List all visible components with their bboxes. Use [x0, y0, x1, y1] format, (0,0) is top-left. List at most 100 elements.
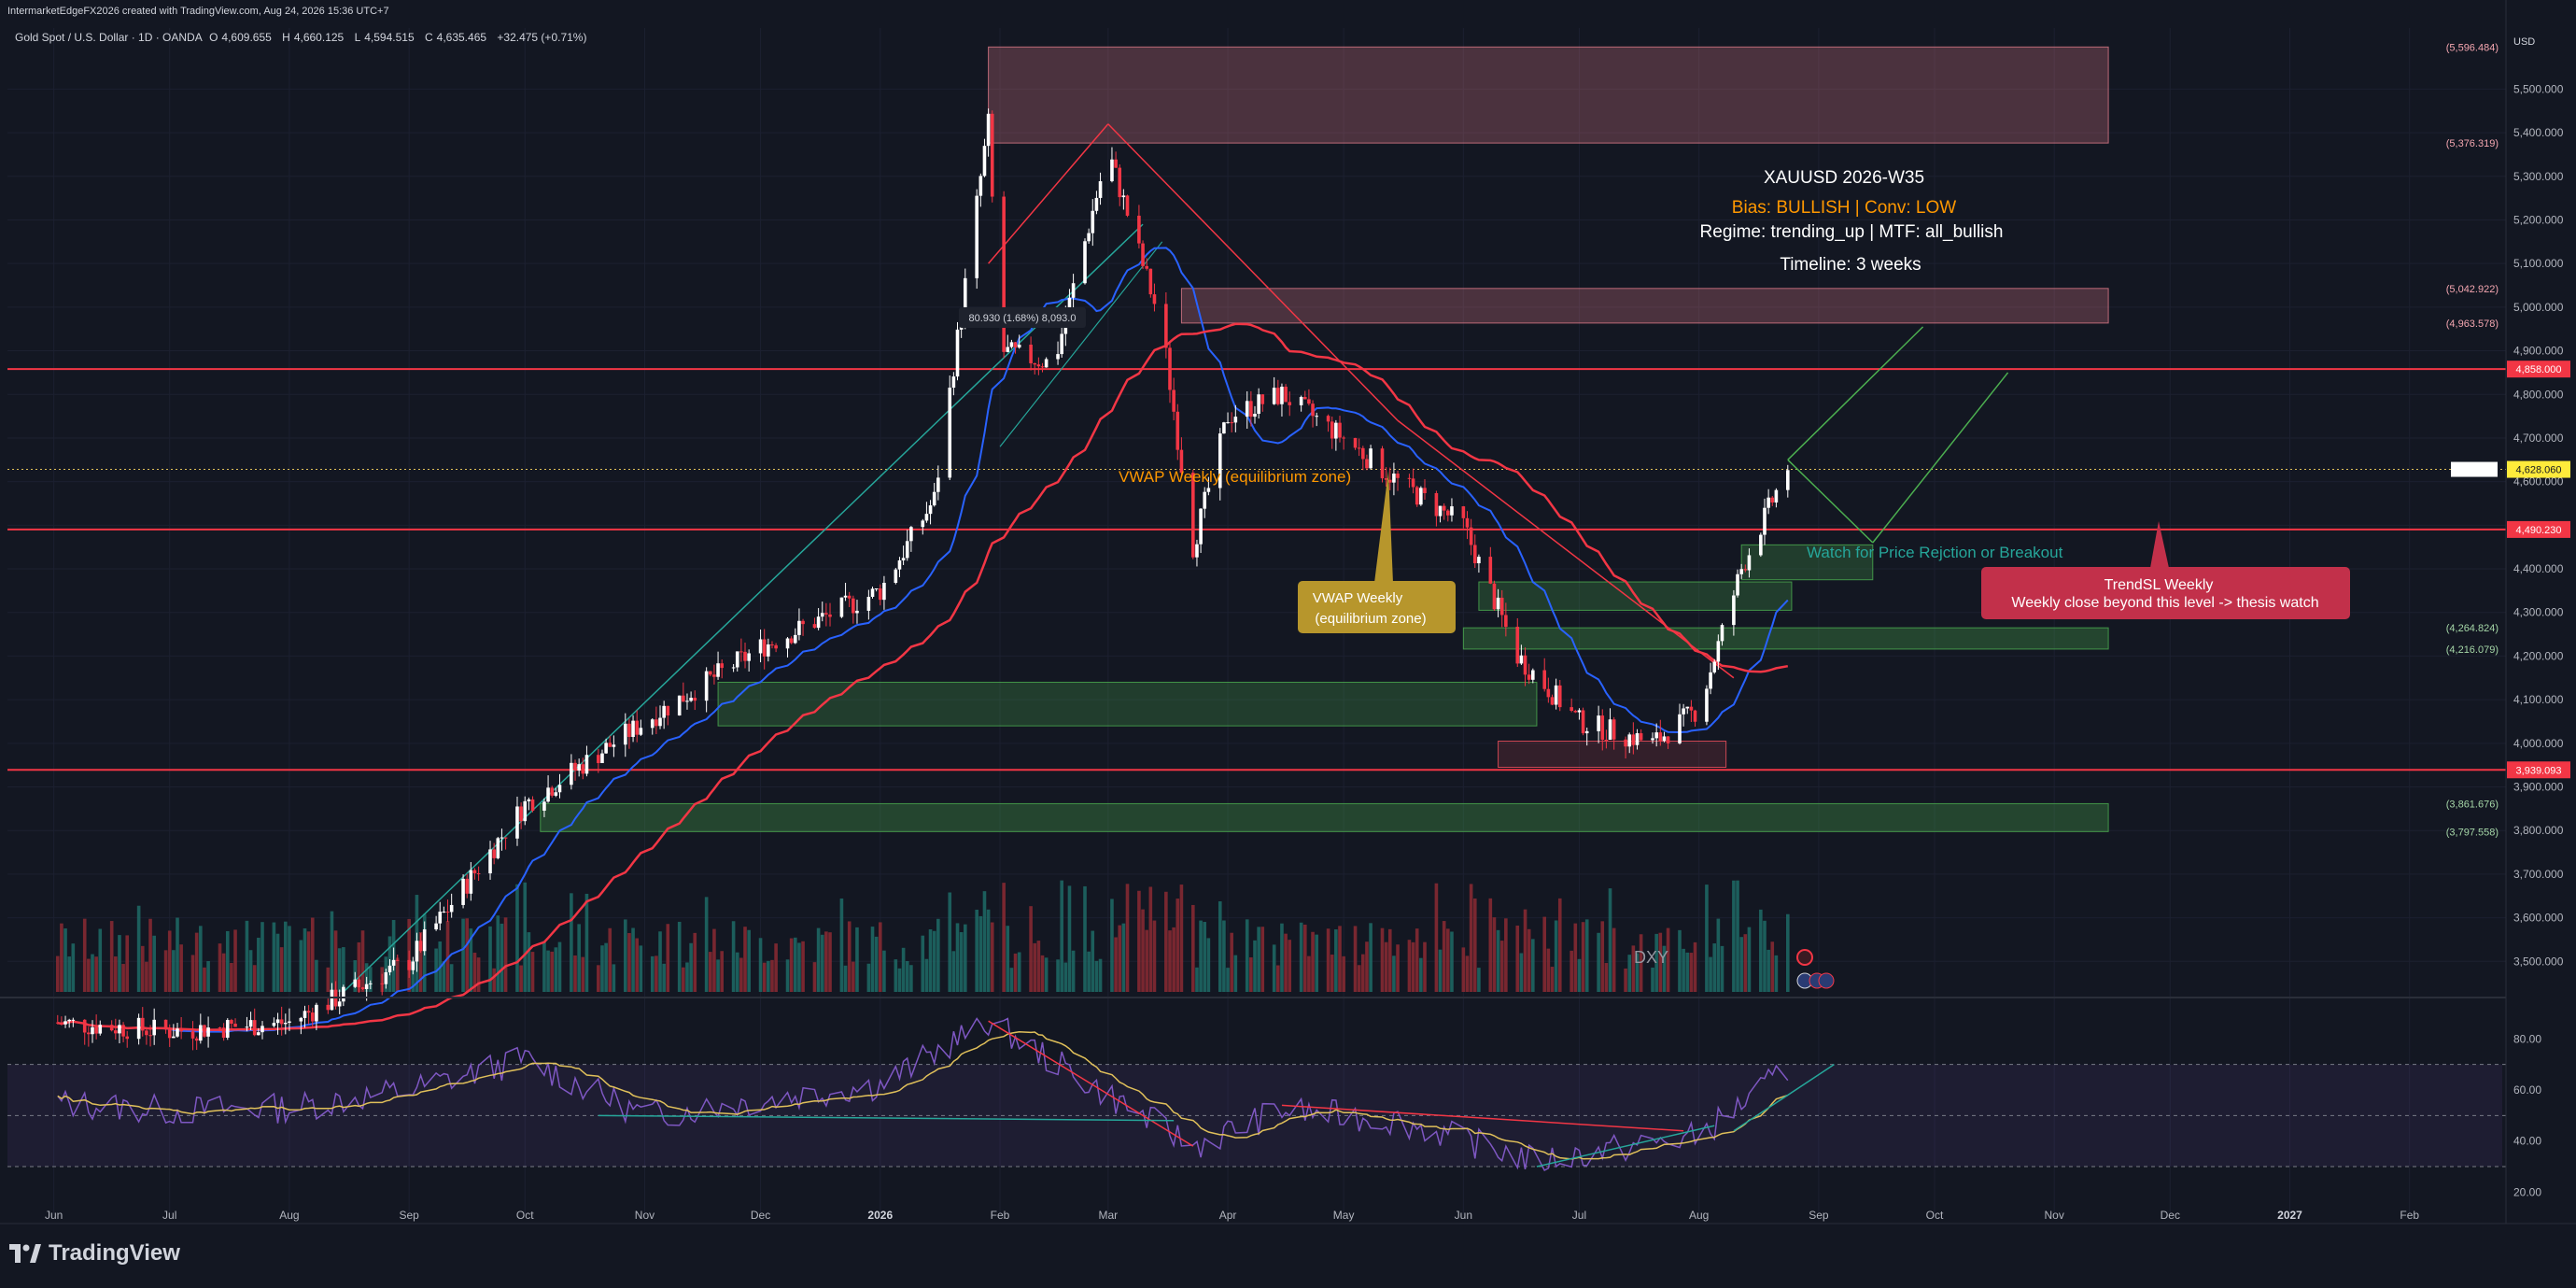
volume-bar [1071, 950, 1076, 992]
candle-body [257, 1032, 260, 1036]
volume-bar [1631, 945, 1636, 992]
candle-body [1353, 437, 1358, 448]
volume-bar [932, 930, 936, 992]
volume-bar [1465, 955, 1470, 992]
volume-bar [357, 941, 361, 992]
volume-bar [785, 959, 790, 992]
volume-bar [310, 917, 315, 992]
volume-bar [1434, 883, 1439, 992]
candle-body [148, 1035, 152, 1037]
volume-bar [63, 928, 67, 992]
price-tick-label: 4,600.000 [2513, 475, 2564, 488]
volume-bar [870, 927, 875, 992]
candle-body [1570, 707, 1573, 711]
candle-body [1260, 394, 1265, 404]
candle-body [465, 878, 470, 894]
volume-bar [272, 922, 276, 992]
candle-body [515, 806, 519, 839]
volume-bar [1002, 883, 1006, 992]
candle-body [1477, 557, 1481, 564]
price-tick-label: 3,700.000 [2513, 868, 2564, 881]
volume-bar [225, 930, 230, 992]
candle-body [411, 961, 415, 970]
candle-body [1527, 674, 1531, 680]
volume-bar [1739, 937, 1743, 992]
volume-bar [1651, 967, 1654, 992]
candle-body [1504, 615, 1508, 628]
brand-footer[interactable]: TradingView [9, 1240, 180, 1267]
red-zone-low [1498, 740, 1727, 769]
candle-body [1203, 491, 1207, 509]
candle-body [82, 1019, 87, 1033]
candle-body [449, 904, 454, 913]
candle-body [1624, 739, 1627, 747]
candle-body [978, 176, 983, 196]
price-tick-label: 4,100.000 [2513, 693, 2564, 706]
price-tick-label: 4,700.000 [2513, 432, 2564, 445]
candle-body [422, 929, 427, 952]
candle-body [87, 1032, 91, 1035]
volume-bar [60, 923, 63, 992]
candle-body [1693, 710, 1697, 722]
vwap-line-label: VWAP Weekly (equilibrium zone) [1119, 468, 1351, 486]
projection-up-a [1787, 326, 1924, 460]
candle-body [1627, 734, 1632, 747]
time-tick-label: Sep [1809, 1209, 1829, 1222]
vwap-weekly-line [57, 247, 1789, 1033]
candle-body [677, 695, 682, 716]
volume-bar [503, 917, 508, 992]
candle-body [63, 1021, 67, 1025]
candle-body [1658, 732, 1663, 742]
vwap-callout-pointer [1374, 471, 1393, 583]
volume-bar [1550, 967, 1555, 992]
candle-body [720, 663, 725, 669]
trend-lines [343, 123, 2009, 993]
candle-body [1334, 422, 1338, 439]
volume-bar [762, 962, 767, 992]
volume-bar [581, 956, 585, 992]
candle-body [1110, 159, 1114, 182]
volume-bar [472, 953, 477, 992]
volume-bar [1531, 939, 1535, 992]
time-tick-label: Oct [1926, 1209, 1944, 1222]
price-label: 3,939.093 [2516, 765, 2562, 776]
volume-bar [91, 954, 94, 992]
volume-bar [315, 959, 318, 992]
candle-body [306, 1011, 311, 1013]
volume-bar [1056, 959, 1060, 992]
candle-body [1689, 706, 1694, 711]
time-axis[interactable]: Jun Jul Aug Sep Oct Nov Dec 2026 Feb Mar Apr May Jun… [45, 1209, 2419, 1222]
volume-bar [716, 959, 720, 992]
symbol-name[interactable]: Gold Spot / U.S. Dollar · 1D · OANDA [15, 31, 203, 44]
volume-bar [306, 931, 311, 992]
volume-bar [843, 965, 848, 992]
volume-bar [774, 943, 778, 992]
candle-body [1546, 688, 1551, 698]
candle-body [1299, 396, 1303, 405]
flag-icon-3[interactable] [1818, 972, 1835, 989]
volume-bar [1654, 933, 1658, 992]
price-tick-label: 4,400.000 [2513, 562, 2564, 575]
price-tick-label: 3,900.000 [2513, 781, 2564, 794]
volume-bar [1577, 958, 1582, 992]
candle-body [299, 1017, 303, 1022]
candle-body [789, 638, 794, 644]
candle-body [476, 873, 481, 875]
time-tick-label: May [1333, 1209, 1355, 1222]
volume-bar [1342, 955, 1345, 992]
volume-bar [1029, 906, 1033, 992]
price-axis[interactable]: USD 5,500.000 5,400.000 5,300.000 5,200.000 5… [0, 0, 2576, 1224]
volume-bar [793, 937, 797, 992]
vwap-callout-line2: (equilibrium zone) [1315, 611, 1426, 627]
candle-body [1584, 730, 1589, 734]
tradingview-logo-icon [9, 1244, 41, 1263]
event-icon[interactable] [1796, 949, 1813, 966]
volume-bar [176, 917, 179, 992]
candle-body [500, 837, 504, 839]
rsi-tick-label: 40.00 [2513, 1135, 2541, 1148]
volume-bar [527, 932, 531, 992]
volume-bar [1492, 917, 1497, 992]
volume-bar [194, 932, 199, 992]
